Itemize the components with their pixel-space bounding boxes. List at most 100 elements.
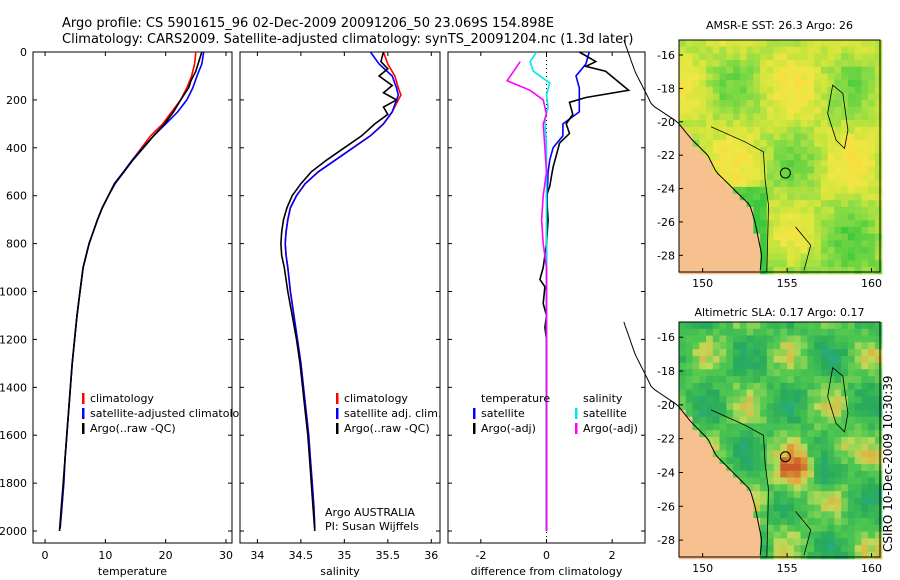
map-cell	[766, 166, 775, 175]
map-cell	[807, 511, 815, 519]
map-cell	[699, 193, 707, 201]
map-cell	[746, 491, 754, 499]
map-cell	[712, 86, 721, 94]
map-cell	[780, 73, 788, 81]
map-cell	[692, 153, 700, 161]
map-cell	[820, 538, 829, 546]
map-cell	[780, 60, 788, 68]
map-cell	[712, 247, 721, 255]
map-cell	[699, 409, 707, 418]
map-cell	[753, 73, 761, 81]
map-cell	[793, 46, 802, 54]
map-cell	[807, 524, 815, 533]
map-cell	[820, 73, 829, 81]
map-cell	[726, 409, 734, 418]
map-cell	[793, 80, 802, 88]
map-cell	[841, 423, 849, 431]
map-cell	[820, 551, 829, 560]
map-cell	[685, 53, 694, 61]
map-cell	[685, 267, 694, 275]
legend-label: climatology	[90, 392, 154, 405]
map-cell	[760, 355, 768, 364]
map-cell	[733, 403, 741, 411]
map-cell	[834, 403, 842, 411]
map-cell	[692, 46, 700, 54]
map-cell	[712, 518, 721, 526]
map-cell	[854, 409, 863, 418]
map-cell	[746, 153, 754, 161]
map-cell	[847, 389, 856, 397]
map-cell	[800, 470, 808, 479]
map-cell	[868, 253, 876, 261]
map-cell	[726, 40, 734, 48]
map-cell	[874, 267, 883, 275]
map-cell	[699, 53, 707, 61]
map-cell	[834, 518, 842, 526]
map-cell	[787, 146, 795, 155]
map-cell	[699, 73, 707, 81]
map-cell	[800, 389, 808, 397]
map-cell	[793, 491, 802, 499]
map-cell	[726, 80, 734, 88]
map-cell	[807, 153, 815, 161]
map-cell	[753, 220, 761, 228]
map-cell	[753, 322, 761, 330]
map-cell	[787, 450, 795, 458]
map-cell	[706, 146, 714, 155]
map-cell	[685, 113, 694, 121]
map-cell	[814, 551, 822, 560]
map-cell	[685, 220, 694, 228]
map-cell	[854, 166, 863, 175]
map-cell	[679, 538, 687, 546]
map-cell	[746, 450, 754, 458]
map-cell	[814, 443, 822, 452]
map-cell	[834, 213, 842, 221]
map-cell	[712, 470, 721, 479]
map-cell	[760, 93, 768, 101]
map-cell	[753, 382, 761, 391]
map-cell	[726, 545, 734, 553]
map-cell	[827, 322, 835, 330]
map-cell	[787, 403, 795, 411]
map-cell	[793, 253, 802, 261]
map-cell	[787, 267, 795, 275]
map-cell	[814, 213, 822, 221]
map-cell	[807, 126, 815, 135]
map-cell	[679, 504, 687, 512]
map-cell	[746, 497, 754, 506]
map-cell	[726, 193, 734, 201]
map-cell	[733, 153, 741, 161]
map-cell	[868, 166, 876, 175]
map-cell	[834, 484, 842, 492]
map-cell	[733, 470, 741, 479]
map-cell	[800, 206, 808, 215]
map-cell	[699, 113, 707, 121]
map-cell	[699, 253, 707, 261]
map-cell	[841, 267, 849, 275]
map-cell	[726, 470, 734, 479]
map-cell	[800, 180, 808, 188]
map-cell	[753, 457, 761, 465]
map-cell	[679, 226, 687, 235]
map-cell	[773, 409, 781, 418]
map-cell	[834, 140, 842, 148]
map-cell	[773, 140, 781, 148]
map-cell	[679, 133, 687, 141]
map-cell	[760, 470, 768, 479]
map-cell	[834, 504, 842, 512]
map-cell	[847, 153, 856, 161]
map-cell	[814, 403, 822, 411]
map-cell	[739, 120, 748, 128]
map-cell	[854, 247, 863, 255]
map-cell	[847, 477, 856, 485]
map-cell	[746, 328, 754, 337]
map-cell	[685, 518, 694, 526]
map-cell	[766, 240, 775, 248]
map-cell	[820, 349, 829, 357]
map-cell	[807, 430, 815, 438]
map-cell	[733, 73, 741, 81]
map-cell	[787, 524, 795, 533]
map-cell	[780, 113, 788, 121]
map-cell	[739, 369, 748, 377]
map-cell	[760, 146, 768, 155]
